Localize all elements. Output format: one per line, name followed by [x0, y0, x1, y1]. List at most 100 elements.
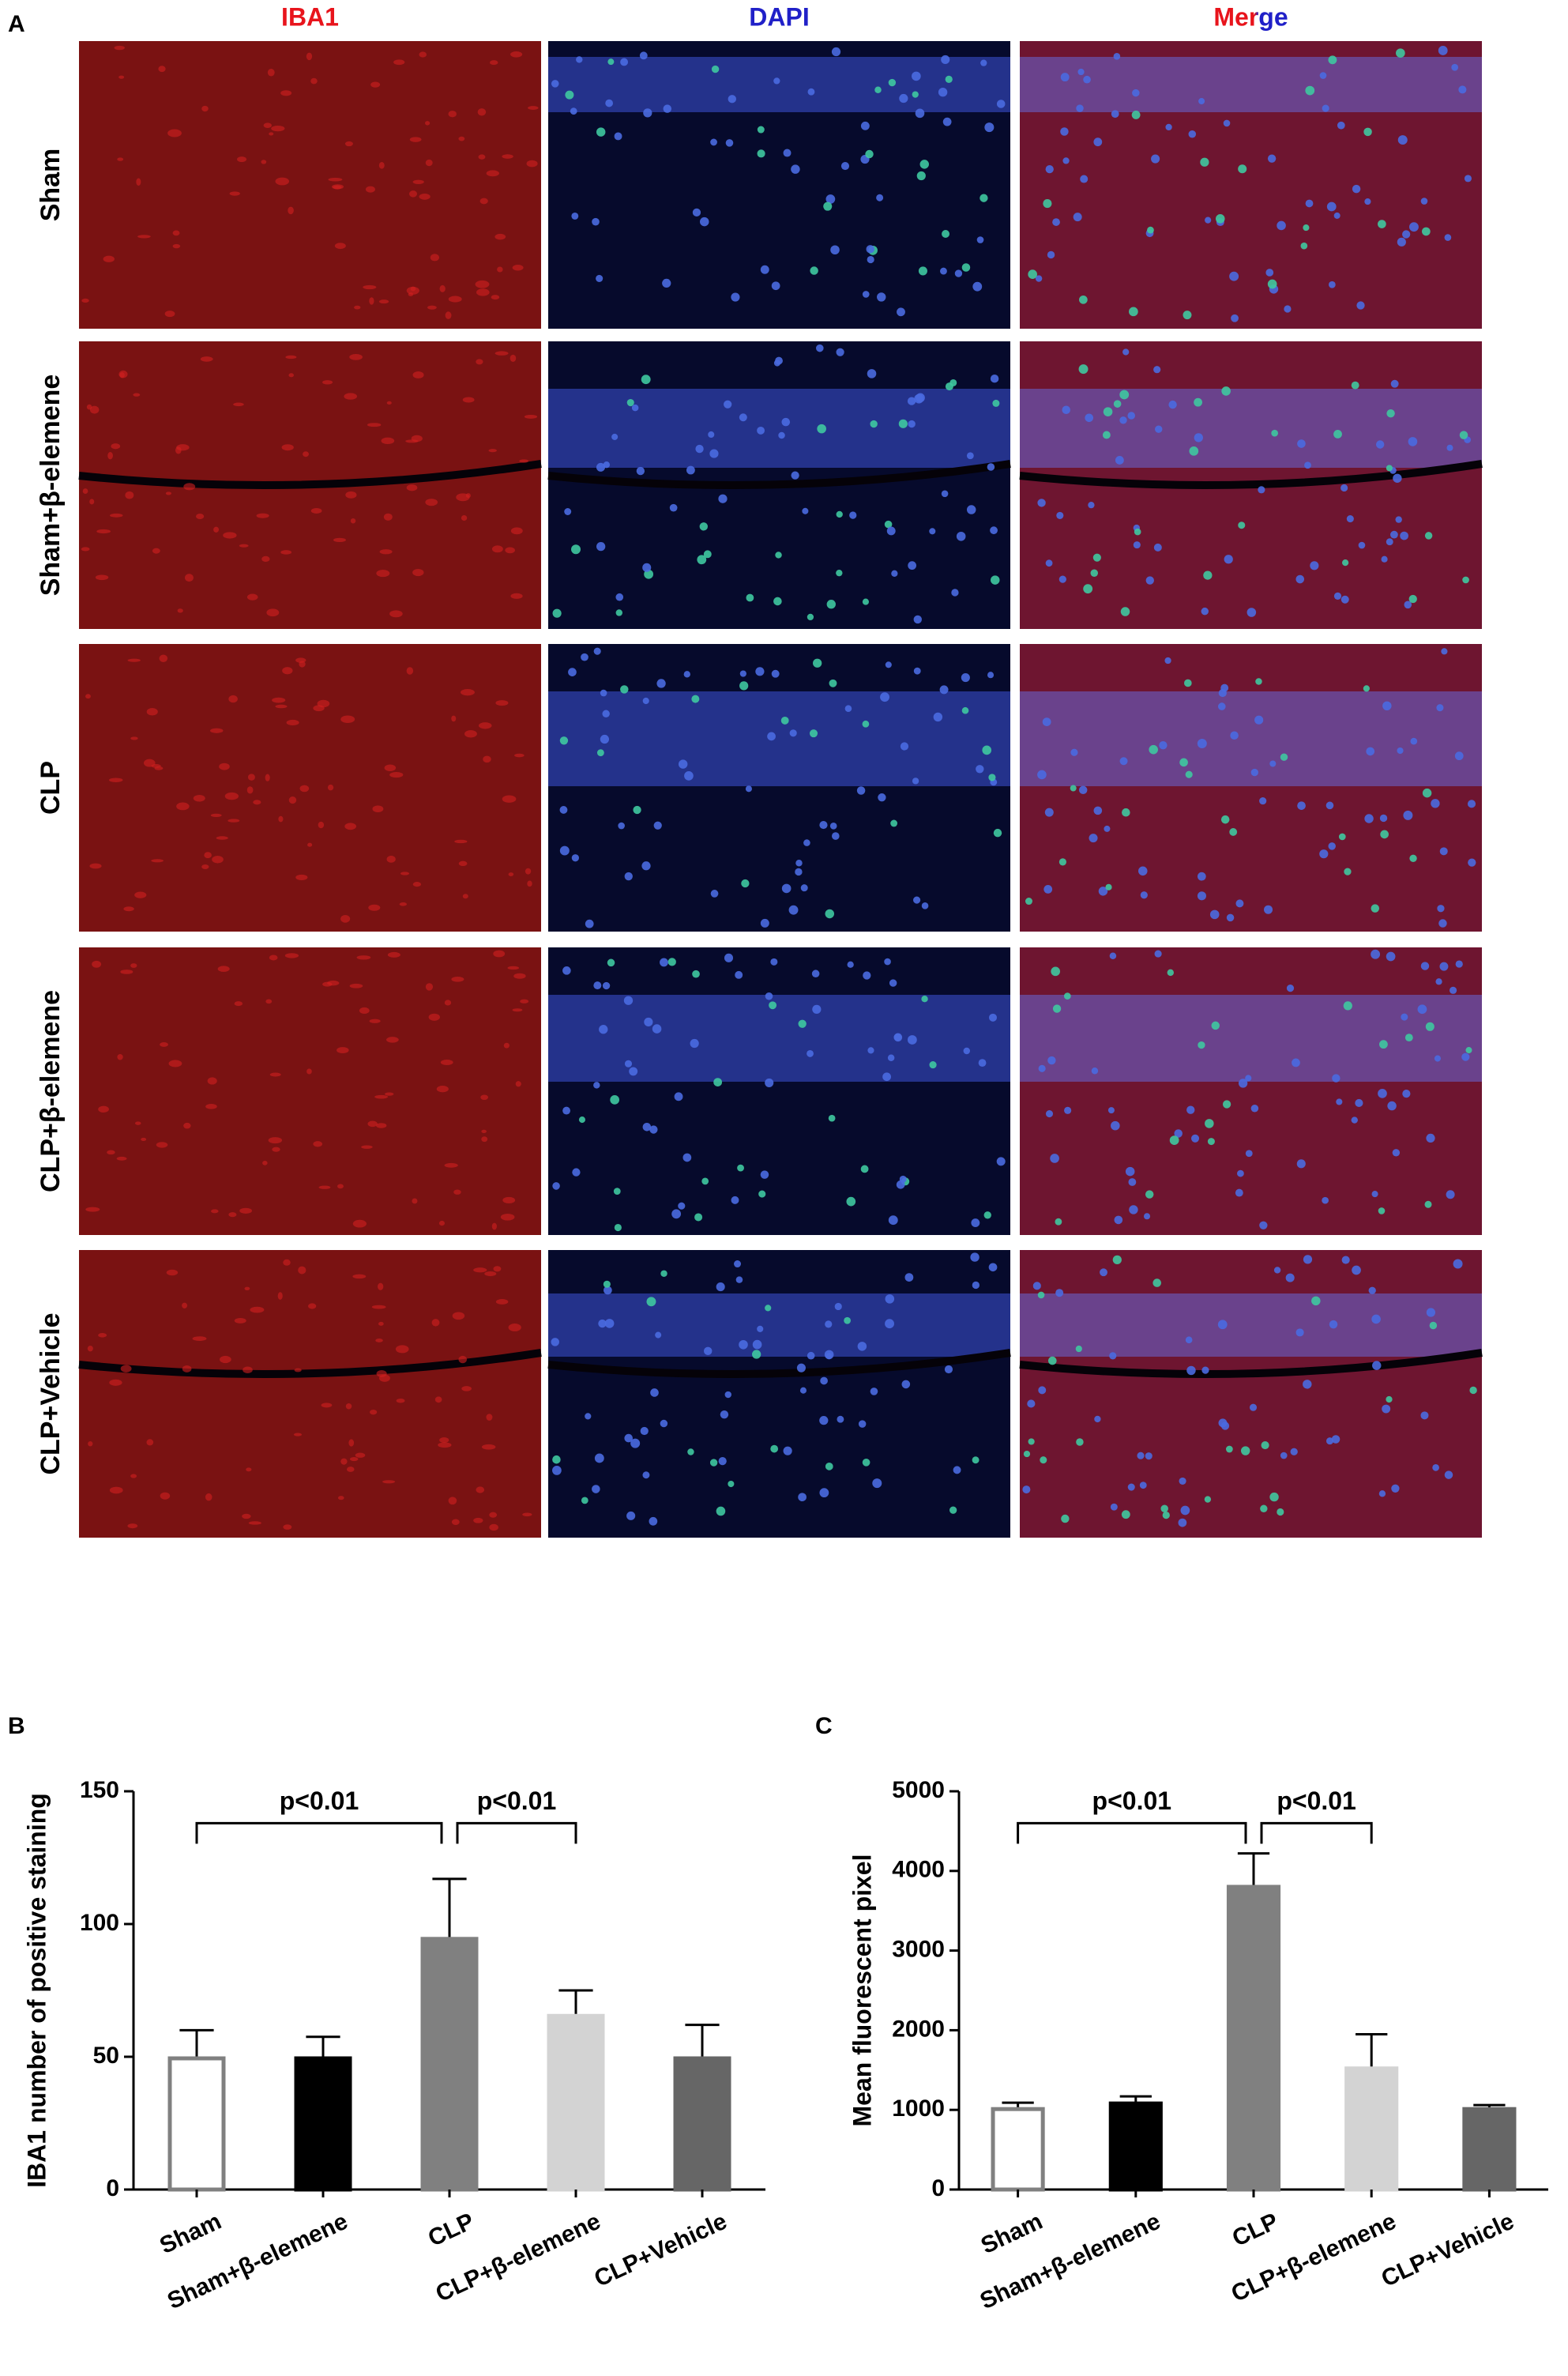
nucleus [828, 1114, 836, 1122]
cell [193, 794, 205, 802]
cell [497, 266, 503, 273]
nucleus [1390, 379, 1399, 388]
nucleus [1153, 543, 1162, 552]
nucleus [614, 132, 622, 141]
micrograph-bg [79, 644, 541, 932]
y-tick-label: 3000 [892, 1937, 945, 1963]
nucleus [860, 121, 870, 130]
nucleus [1128, 1178, 1137, 1186]
nucleus [972, 1281, 980, 1290]
cell [216, 836, 228, 840]
cell [502, 795, 517, 803]
nucleus [1269, 1492, 1279, 1502]
nucleus [929, 1061, 937, 1069]
y-axis-label: Mean fluorescent pixel [848, 1854, 876, 2127]
nucleus [607, 58, 615, 66]
y-axis-label: IBA1 number of positive staining [22, 1793, 51, 2188]
nucleus [1277, 220, 1286, 231]
micrograph [79, 947, 541, 1235]
cell [379, 549, 393, 555]
cell [473, 1267, 487, 1273]
cell [137, 235, 151, 239]
nucleus [710, 138, 717, 146]
nucleus [980, 59, 987, 66]
cell [130, 963, 137, 968]
nucleus [1319, 72, 1327, 79]
nucleus [1409, 222, 1419, 232]
nucleus [825, 1462, 833, 1470]
cell [495, 700, 509, 706]
nucleus [1085, 413, 1094, 423]
cell [96, 529, 111, 534]
bar [294, 2056, 352, 2192]
cell [283, 1259, 291, 1266]
nucleus [1378, 1490, 1386, 1497]
nucleus [1305, 199, 1314, 208]
cell [368, 904, 381, 911]
nucleus [1207, 1138, 1215, 1146]
nucleus [795, 868, 803, 876]
nucleus [893, 1033, 903, 1042]
nucleus [678, 1202, 686, 1210]
nucleus [783, 1446, 792, 1455]
nucleus [1078, 364, 1089, 375]
nucleus [1063, 992, 1071, 1000]
nucleus [624, 1060, 633, 1068]
nucleus [1211, 1021, 1220, 1030]
nucleus [1221, 386, 1231, 396]
nucleus [1094, 1415, 1101, 1423]
nucleus [983, 1211, 991, 1219]
cell [428, 1013, 440, 1021]
nucleus [758, 1190, 766, 1198]
nucleus [1446, 1190, 1455, 1199]
nucleus [990, 374, 999, 383]
nucleus [1103, 407, 1113, 416]
nucleus [1174, 1129, 1183, 1138]
nucleus [1111, 1120, 1120, 1131]
nucleus [594, 1453, 604, 1463]
nucleus [987, 672, 995, 679]
micrograph-bg [79, 1250, 541, 1538]
nucleus [1400, 531, 1408, 540]
nucleus [1204, 1496, 1212, 1503]
cell [234, 1001, 243, 1007]
nucleus [602, 981, 611, 990]
nucleus [745, 785, 752, 793]
nucleus [825, 194, 836, 204]
cell [283, 1524, 292, 1530]
nucleus [807, 1049, 814, 1057]
nucleus [1364, 814, 1374, 823]
nucleus [813, 658, 822, 668]
nucleus [1032, 1282, 1041, 1290]
nucleus [1091, 1068, 1099, 1075]
cell [183, 1122, 191, 1129]
nucleus [1392, 1149, 1401, 1157]
nucleus [1462, 576, 1469, 584]
nucleus [1044, 808, 1054, 817]
nucleus [731, 1196, 739, 1204]
nucleus [1120, 607, 1130, 616]
cell [438, 1442, 452, 1448]
nucleus [1328, 55, 1337, 65]
cell [477, 108, 487, 116]
cell [389, 772, 404, 778]
cell [346, 1467, 355, 1472]
nucleus [1162, 1511, 1170, 1519]
nucleus [1153, 366, 1161, 374]
micrograph-bg [79, 41, 541, 329]
panel-label: B [8, 1713, 25, 1739]
bar [420, 1937, 479, 2192]
cell [166, 1269, 179, 1276]
nucleus [718, 494, 728, 503]
nucleus [984, 122, 995, 133]
cell [512, 1008, 523, 1012]
nucleus [1050, 1154, 1059, 1163]
cell [172, 230, 180, 236]
nucleus [1088, 501, 1095, 509]
nucleus [1145, 1190, 1154, 1199]
nucleus [1122, 348, 1130, 356]
nucleus [1129, 1205, 1138, 1214]
nucleus [620, 58, 629, 66]
nucleus [640, 1426, 649, 1436]
y-tick-label: 1000 [892, 2095, 945, 2122]
